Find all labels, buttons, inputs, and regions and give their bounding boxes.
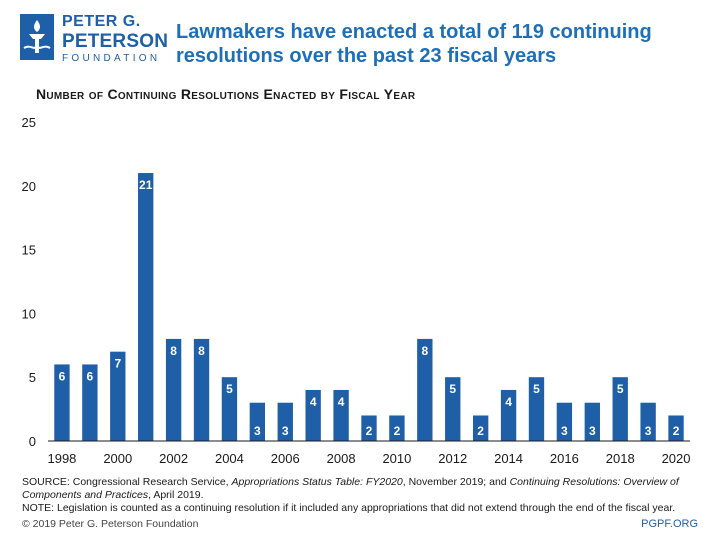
logo-line-2: PETERSON <box>62 31 169 52</box>
data-label: 4 <box>310 395 317 409</box>
y-tick-label: 20 <box>22 179 36 194</box>
x-tick-label: 2012 <box>438 451 467 466</box>
bar <box>193 338 210 441</box>
source-line: SOURCE: Congressional Research Service, … <box>22 476 712 502</box>
x-tick-label: 2004 <box>215 451 244 466</box>
data-label: 21 <box>139 178 153 192</box>
bar <box>584 402 600 441</box>
site-link[interactable]: PGPF.ORG <box>641 518 698 530</box>
data-label: 4 <box>505 395 512 409</box>
source-title-1: Appropriations Status Table: FY2020 <box>231 476 403 488</box>
bar <box>612 377 628 441</box>
data-label: 5 <box>617 382 624 396</box>
bar <box>138 173 154 441</box>
logo-line-3: FOUNDATION <box>62 53 161 64</box>
data-label: 5 <box>533 382 540 396</box>
bar <box>668 415 684 441</box>
headline: Lawmakers have enacted a total of 119 co… <box>176 21 652 67</box>
data-label: 8 <box>170 344 177 358</box>
source-prefix: SOURCE: Congressional Research Service, <box>22 476 232 488</box>
data-label: 3 <box>645 424 652 438</box>
bar <box>165 338 182 441</box>
data-label: 5 <box>226 382 233 396</box>
data-label: 2 <box>477 424 484 438</box>
bar <box>417 338 433 441</box>
data-label: 7 <box>114 357 121 371</box>
source-mid: , November 2019; and <box>402 476 510 488</box>
bar-chart: 0 5 10 15 20 25 6 6 7 21 8 8 5 3 3 4 4 2 2 8 5 2 4 5 3 3 5 3 2 1998 20… <box>22 115 691 466</box>
bar <box>110 351 126 441</box>
data-label: 8 <box>198 344 205 358</box>
bar <box>305 389 321 441</box>
x-tick-label: 2016 <box>550 451 579 466</box>
x-tick-label: 1998 <box>47 451 76 466</box>
torch-icon <box>20 14 54 60</box>
bar <box>333 389 349 441</box>
bar <box>361 415 377 441</box>
data-label: 3 <box>254 424 261 438</box>
x-tick-label: 2008 <box>327 451 356 466</box>
data-label: 2 <box>366 424 373 438</box>
chart-title: Number of Continuing Resolutions Enacted… <box>36 86 416 102</box>
data-label: 2 <box>673 424 680 438</box>
source-title-2: Continuing Resolutions: Overview of Comp… <box>22 476 679 501</box>
x-tick-label: 2006 <box>271 451 300 466</box>
x-tick-label: 2014 <box>494 451 523 466</box>
logo-line-1: PETER G. <box>62 13 141 30</box>
y-tick-label: 10 <box>22 306 36 321</box>
source-notes: SOURCE: Congressional Research Service, … <box>22 476 712 515</box>
y-tick-label: 15 <box>22 243 36 258</box>
bar <box>277 402 293 441</box>
bar <box>556 402 573 441</box>
data-label: 8 <box>421 344 428 358</box>
y-tick-label: 5 <box>29 370 36 385</box>
y-tick-label: 0 <box>29 434 36 449</box>
bar <box>389 415 405 441</box>
x-tick-label: 2010 <box>382 451 411 466</box>
data-label: 2 <box>394 424 401 438</box>
data-label: 6 <box>87 369 94 383</box>
source-suffix: , April 2019. <box>148 489 204 501</box>
data-label: 4 <box>338 395 345 409</box>
x-tick-label: 2018 <box>606 451 635 466</box>
bar <box>528 377 545 441</box>
data-label: 6 <box>59 369 66 383</box>
data-label: 3 <box>561 424 568 438</box>
bar <box>640 402 656 441</box>
note-line: NOTE: Legislation is counted as a contin… <box>22 502 676 514</box>
x-tick-label: 2000 <box>103 451 132 466</box>
y-tick-label: 25 <box>22 115 36 130</box>
bar <box>221 377 238 441</box>
bar <box>54 364 70 441</box>
copyright: © 2019 Peter G. Peterson Foundation <box>22 518 199 530</box>
bar <box>82 364 98 441</box>
data-label: 5 <box>449 382 456 396</box>
x-tick-label: 2020 <box>662 451 691 466</box>
bar <box>445 377 461 441</box>
x-tick-label: 2002 <box>159 451 188 466</box>
data-label: 3 <box>282 424 289 438</box>
pgpf-logo: PETER G. PETERSON FOUNDATION <box>20 12 170 72</box>
bar <box>500 389 517 441</box>
bar <box>249 402 266 441</box>
bar <box>472 415 489 441</box>
data-label: 3 <box>589 424 596 438</box>
